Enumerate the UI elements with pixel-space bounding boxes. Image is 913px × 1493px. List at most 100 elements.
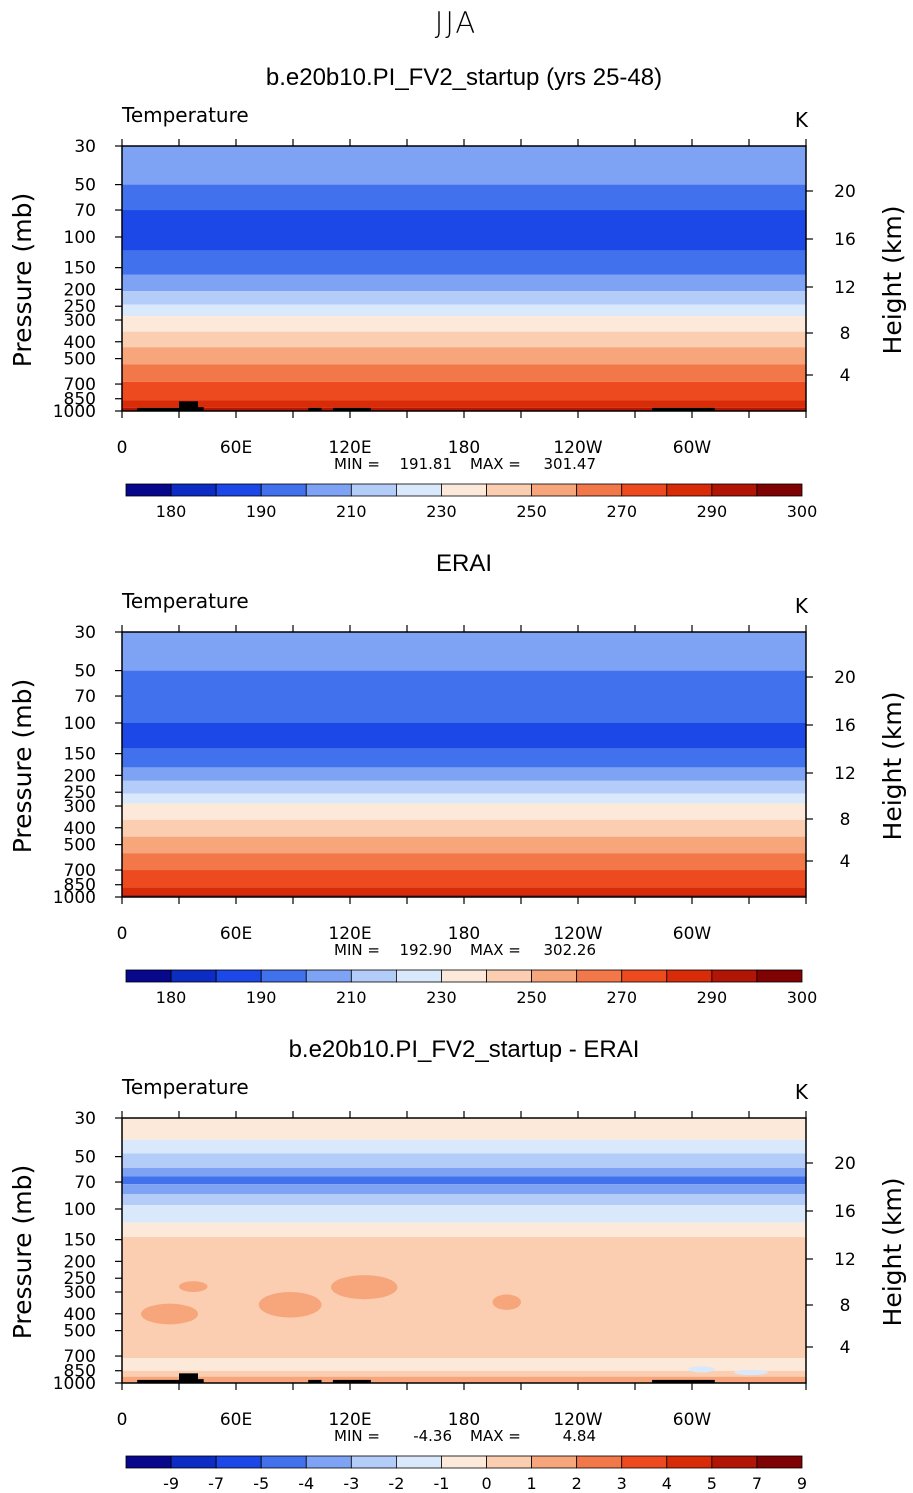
colorbar-label: -9 — [163, 1474, 179, 1493]
y2-tick-label: 16 — [834, 230, 856, 250]
topography-mask — [137, 1379, 179, 1383]
x-tick-label: 0 — [117, 924, 128, 944]
contour-band — [122, 819, 806, 837]
colorbar-label: -2 — [388, 1474, 404, 1493]
y-tick-label: 100 — [64, 1200, 96, 1220]
y2-tick-label: 20 — [834, 182, 856, 202]
y-tick-label: 200 — [64, 1252, 96, 1272]
colorbar-label: 270 — [606, 502, 637, 521]
x-tick-label: 0 — [117, 1410, 128, 1430]
panel-title: b.e20b10.PI_FV2_startup - ERAI — [289, 1036, 640, 1063]
colorbar-swatch — [125, 969, 172, 983]
y-tick-label: 850 — [64, 390, 96, 410]
y2-tick-label: 4 — [840, 852, 851, 872]
y2-tick-label: 12 — [834, 764, 856, 784]
y-tick-label: 1000 — [53, 888, 96, 908]
y-tick-label: 500 — [64, 1322, 96, 1342]
topography-mask — [137, 407, 179, 411]
colorbar-swatch — [305, 483, 352, 497]
y2-tick-label: 16 — [834, 1202, 856, 1222]
max-label: MAX = — [470, 455, 521, 473]
y-tick-label: 300 — [64, 1283, 96, 1303]
colorbar-swatch — [531, 969, 578, 983]
colorbar-label: -1 — [433, 1474, 449, 1493]
contour-band — [122, 803, 806, 820]
x-tick-label: 180 — [448, 924, 480, 944]
season-title: JJA — [435, 6, 477, 40]
y-tick-label: 300 — [64, 797, 96, 817]
y-tick-label: 30 — [74, 1109, 96, 1129]
y-tick-label: 50 — [74, 176, 96, 196]
colorbar-label: 9 — [797, 1474, 807, 1493]
y-tick-label: 300 — [64, 311, 96, 331]
y-tick-label: 400 — [64, 1305, 96, 1325]
y-tick-label: 150 — [64, 259, 96, 279]
colorbar-swatch — [305, 969, 352, 983]
colorbar-label: -4 — [298, 1474, 314, 1493]
topography-mask — [308, 407, 322, 411]
y-tick-label: 150 — [64, 1231, 96, 1251]
min-value: 192.90 — [400, 941, 453, 959]
colorbar-swatch — [576, 483, 623, 497]
colorbar-label: -7 — [208, 1474, 224, 1493]
y2-tick-label: 20 — [834, 668, 856, 688]
y2-axis-title: Height (km) — [878, 1178, 907, 1327]
contour-band — [122, 1184, 806, 1194]
colorbar-label: 180 — [156, 988, 187, 1007]
contour-band — [122, 316, 806, 332]
contour-band — [122, 1139, 806, 1154]
units-label: K — [795, 594, 809, 618]
y2-axis-title: Height (km) — [878, 692, 907, 841]
topography-mask — [652, 1379, 715, 1383]
y2-tick-label: 8 — [840, 324, 851, 344]
colorbar-label: 230 — [426, 502, 457, 521]
contour-band — [122, 1118, 806, 1140]
colorbar-label: 300 — [787, 988, 818, 1007]
x-tick-label: 60E — [220, 924, 252, 944]
y-tick-label: 200 — [64, 280, 96, 300]
colorbar-swatch — [531, 483, 578, 497]
panel-title: ERAI — [436, 550, 492, 577]
x-tick-label: 120E — [328, 438, 371, 458]
y-tick-label: 400 — [64, 819, 96, 839]
contour-band — [122, 887, 806, 895]
max-value: 302.26 — [544, 941, 597, 959]
colorbar-swatch — [621, 1455, 668, 1469]
colorbar-swatch — [621, 969, 668, 983]
y2-tick-label: 4 — [840, 366, 851, 386]
field-label: Temperature — [121, 103, 249, 127]
contour-patch — [688, 1366, 715, 1373]
colorbar-label: 2 — [572, 1474, 582, 1493]
colorbar-label: 3 — [617, 1474, 627, 1493]
colorbar-swatch — [486, 969, 532, 983]
colorbar-label: 250 — [516, 502, 547, 521]
contour-band — [122, 1176, 806, 1185]
y-tick-label: 500 — [64, 836, 96, 856]
y-tick-label: 150 — [64, 745, 96, 765]
colorbar-swatch — [711, 483, 758, 497]
contour-band — [122, 331, 806, 348]
x-tick-label: 60E — [220, 1410, 252, 1430]
x-tick-label: 60W — [673, 924, 712, 944]
contour-band — [122, 1222, 806, 1238]
y-tick-label: 400 — [64, 333, 96, 353]
contour-band — [122, 780, 806, 794]
contour-band — [122, 670, 806, 723]
y-tick-label: 100 — [64, 228, 96, 248]
y2-tick-label: 12 — [834, 278, 856, 298]
topography-mask — [332, 1379, 371, 1383]
colorbar-label: 4 — [662, 1474, 672, 1493]
colorbar-swatch — [350, 483, 397, 497]
field-label: Temperature — [121, 1075, 249, 1099]
x-tick-label: 120W — [553, 438, 602, 458]
y-axis-title: Pressure (mb) — [8, 193, 37, 367]
contour-band — [122, 722, 806, 749]
colorbar-swatch — [441, 483, 487, 497]
contour-band — [122, 304, 806, 317]
colorbar-label: 290 — [697, 502, 728, 521]
colorbar-swatch — [666, 1455, 713, 1469]
colorbar-swatch — [215, 969, 262, 983]
colorbar-swatch — [576, 969, 623, 983]
colorbar-swatch — [125, 1455, 172, 1469]
